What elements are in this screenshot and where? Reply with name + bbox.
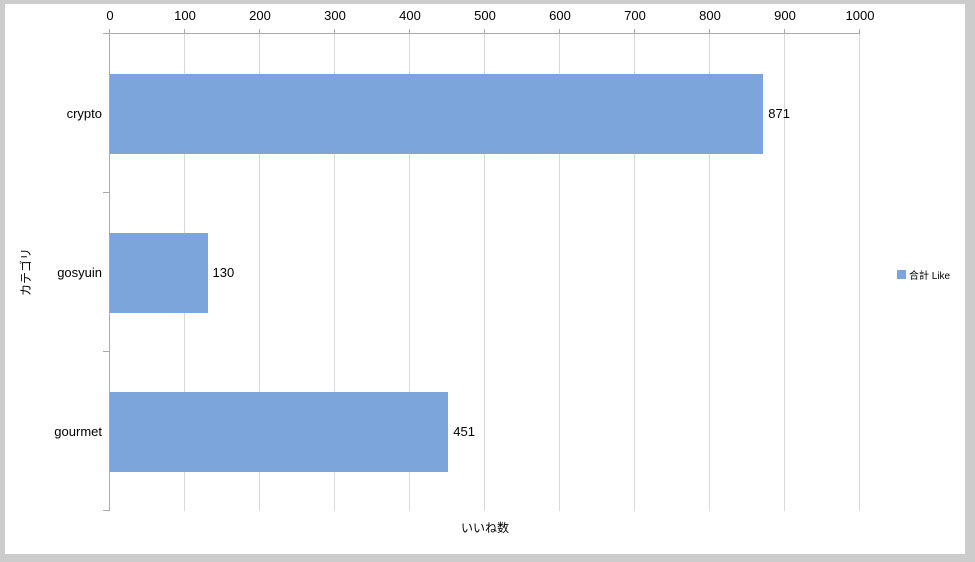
bar-value-label: 871 xyxy=(768,105,790,121)
x-axis-tick xyxy=(184,29,185,34)
bar-value-label: 451 xyxy=(453,423,475,439)
category-label: gosyuin xyxy=(57,264,102,280)
x-axis-title: いいね数 xyxy=(460,521,509,535)
x-tick-label: 600 xyxy=(549,8,571,23)
legend-swatch-icon xyxy=(897,270,906,279)
x-axis-tick xyxy=(259,29,260,34)
x-axis-tick xyxy=(859,29,860,34)
gridline xyxy=(259,34,260,511)
x-tick-label: 1000 xyxy=(845,8,875,23)
x-tick-label: 400 xyxy=(399,8,421,23)
y-axis-tick xyxy=(103,33,110,34)
bar-value-label: 130 xyxy=(212,264,235,280)
x-axis-tick xyxy=(784,29,785,34)
gridline xyxy=(559,34,560,511)
gridline xyxy=(409,34,410,511)
bar xyxy=(110,73,764,154)
legend: 合計 Like xyxy=(897,267,950,282)
y-axis-tick xyxy=(103,351,110,352)
x-tick-label: 700 xyxy=(624,8,646,23)
bar xyxy=(110,391,449,472)
gridline xyxy=(709,34,710,511)
x-tick-label: 900 xyxy=(774,8,796,23)
gridline xyxy=(334,34,335,511)
x-tick-label: 0 xyxy=(106,8,114,23)
bar xyxy=(110,232,208,313)
x-tick-label: 800 xyxy=(699,8,721,23)
y-axis-line xyxy=(109,34,110,511)
y-axis-tick xyxy=(103,192,110,193)
x-tick-label: 500 xyxy=(474,8,496,23)
x-axis-tick xyxy=(634,29,635,34)
category-label: gourmet xyxy=(54,423,102,439)
gridline xyxy=(784,34,785,511)
x-axis-tick xyxy=(559,29,560,34)
gridline xyxy=(859,34,860,511)
category-label: crypto xyxy=(66,105,102,121)
x-tick-label: 200 xyxy=(249,8,271,23)
x-axis-tick xyxy=(409,29,410,34)
x-axis-tick xyxy=(709,29,710,34)
x-axis-tick xyxy=(334,29,335,34)
legend-label: 合計 Like xyxy=(909,271,951,282)
x-axis-line xyxy=(110,33,860,34)
gridline xyxy=(634,34,635,511)
x-tick-label: 300 xyxy=(324,8,346,23)
y-axis-tick xyxy=(103,510,110,511)
gridline xyxy=(484,34,485,511)
x-axis-tick xyxy=(484,29,485,34)
x-axis-tick xyxy=(109,29,110,34)
x-tick-label: 100 xyxy=(174,8,196,23)
